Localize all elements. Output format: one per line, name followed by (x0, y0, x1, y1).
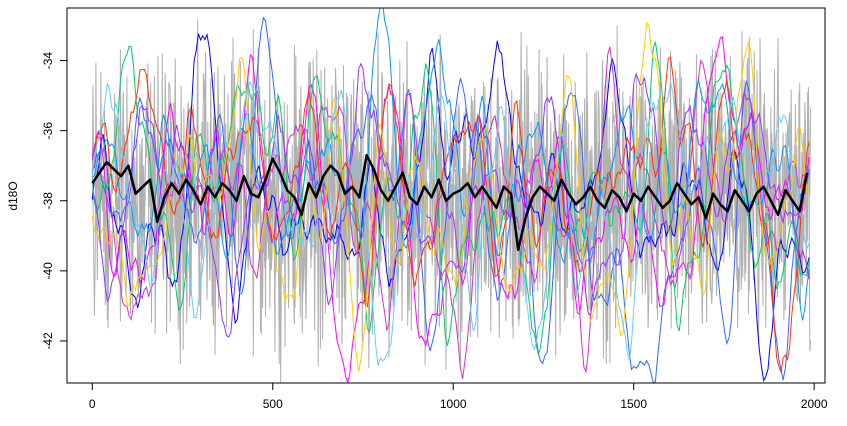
y-tick-label: -36 (41, 122, 55, 140)
x-tick-label: 0 (89, 397, 96, 411)
mean-series (91, 153, 809, 252)
x-tick-label: 500 (263, 397, 283, 411)
colored-series-line (91, 46, 810, 379)
series-line (91, 153, 809, 252)
colored-series-line (91, 62, 810, 338)
x-tick-label: 1500 (620, 397, 647, 411)
colored-series-line (91, 36, 810, 383)
y-axis-label: d18O (6, 181, 20, 210)
colored-series-line (91, 21, 810, 372)
colored-series-line (91, 16, 810, 383)
colored-series (91, 8, 810, 383)
colored-series-line (91, 80, 810, 366)
colored-series-line (91, 56, 810, 373)
x-tick-label: 1000 (440, 397, 467, 411)
y-tick-label: -40 (41, 262, 55, 280)
y-tick-label: -42 (41, 332, 55, 350)
colored-series-line (91, 8, 810, 321)
y-tick-label: -38 (41, 192, 55, 210)
background-series-line (91, 29, 812, 367)
colored-series-line (91, 41, 810, 356)
x-tick-label: 2000 (801, 397, 828, 411)
y-axis: -34 -36 -38 -40 -42 (41, 52, 68, 350)
x-axis: 0 500 1000 1500 2000 (89, 382, 828, 411)
y-tick-label: -34 (41, 52, 55, 70)
background-series (91, 19, 812, 383)
